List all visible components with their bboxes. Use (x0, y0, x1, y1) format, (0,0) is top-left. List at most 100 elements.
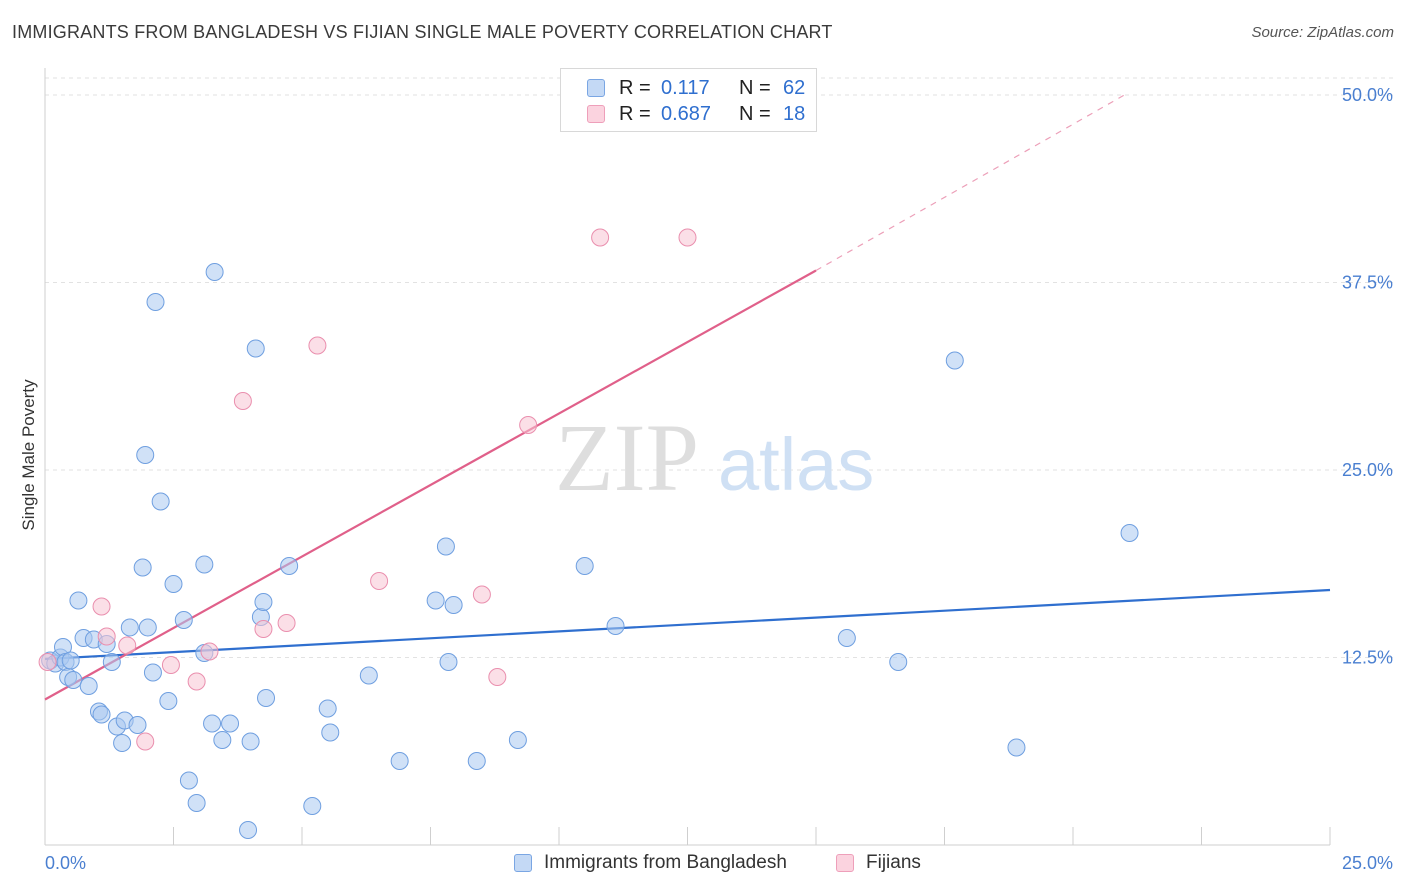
point-bangladesh (321, 723, 340, 742)
point-bangladesh (221, 714, 240, 733)
legend-n-label: N = (739, 76, 771, 99)
point-bangladesh (120, 618, 139, 637)
point-fijians (92, 597, 111, 616)
point-bangladesh (138, 618, 157, 637)
point-fijians (136, 732, 155, 751)
point-bangladesh (61, 651, 80, 670)
legend-row-bangladesh: R = 0.117 N = 62 (587, 75, 805, 101)
chart-title: IMMIGRANTS FROM BANGLADESH VS FIJIAN SIN… (12, 22, 833, 42)
legend-swatch-fijians (587, 105, 605, 123)
tick-labels: 12.5% 25.0% 37.5% 50.0% 0.0% 25.0% (45, 85, 1393, 873)
point-bangladesh (444, 596, 463, 614)
point-fijians (38, 653, 57, 671)
point-fijians (118, 636, 137, 655)
point-bangladesh (1007, 738, 1026, 757)
point-fijians (472, 585, 491, 604)
source-label: Source: ZipAtlas.com (1251, 24, 1394, 41)
legend-n-value: 62 (783, 76, 806, 99)
point-bangladesh (575, 557, 594, 575)
point-bangladesh (128, 716, 147, 734)
legend-r-value: 0.117 (661, 76, 710, 99)
legend-swatch-fijians (836, 854, 854, 872)
legend-item-fijians: Fijians (836, 852, 921, 874)
point-bangladesh (179, 771, 198, 790)
point-fijians (161, 656, 180, 674)
point-bangladesh (102, 653, 121, 671)
point-bangladesh (439, 653, 458, 671)
point-bangladesh (318, 699, 337, 718)
point-fijians (519, 416, 538, 434)
point-bangladesh (436, 537, 455, 556)
point-bangladesh (254, 593, 273, 611)
y-tick-label: 25.0% (1342, 460, 1393, 480)
data-points (38, 228, 1139, 839)
point-bangladesh (203, 714, 222, 733)
point-fijians (370, 572, 389, 590)
point-fijians (97, 627, 116, 646)
legend-row-fijians: R = 0.687 N = 18 (587, 101, 805, 127)
trendline-bangladesh (44, 588, 1331, 661)
point-fijians (233, 392, 252, 410)
trendlines (44, 94, 1331, 701)
legend-swatch-bangladesh (587, 79, 605, 97)
point-bangladesh (69, 591, 88, 610)
point-bangladesh (133, 558, 152, 577)
point-bangladesh (359, 666, 378, 685)
point-bangladesh (143, 663, 162, 682)
point-bangladesh (146, 293, 165, 311)
point-bangladesh (241, 732, 260, 751)
point-fijians (678, 228, 697, 247)
legend-r-label: R = (619, 102, 651, 125)
point-bangladesh (92, 705, 111, 724)
point-bangladesh (426, 591, 445, 610)
point-bangladesh (239, 821, 258, 839)
point-bangladesh (246, 339, 265, 358)
legend-swatch-bangladesh (514, 854, 532, 872)
point-bangladesh (151, 492, 170, 511)
y-tick-label: 50.0% (1342, 85, 1393, 105)
point-fijians (187, 672, 206, 691)
point-bangladesh (174, 611, 193, 629)
point-bangladesh (945, 351, 964, 370)
point-bangladesh (606, 617, 625, 635)
point-bangladesh (467, 752, 486, 770)
watermark: ZIP atlas (555, 404, 874, 511)
legend-r-label: R = (619, 76, 651, 99)
point-fijians (488, 668, 507, 686)
legend-n-value: 18 (783, 102, 806, 125)
point-bangladesh (508, 731, 527, 749)
point-bangladesh (187, 794, 206, 812)
trendline-fijians (44, 269, 817, 701)
point-bangladesh (79, 677, 98, 695)
legend-label-fijians: Fijians (866, 852, 921, 873)
point-bangladesh (164, 575, 183, 593)
y-axis-label: Single Male Poverty (19, 379, 38, 531)
y-tick-label: 37.5% (1342, 273, 1393, 293)
legend-r-value: 0.687 (661, 102, 712, 125)
point-fijians (591, 228, 610, 247)
x-tick-label-max: 25.0% (1342, 853, 1393, 873)
point-bangladesh (159, 692, 178, 710)
point-bangladesh (136, 446, 155, 464)
point-bangladesh (889, 653, 908, 671)
point-fijians (277, 614, 296, 632)
point-bangladesh (213, 731, 232, 749)
point-bangladesh (195, 555, 214, 574)
watermark-zip: ZIP (555, 404, 699, 511)
y-tick-label: 12.5% (1342, 648, 1393, 668)
point-bangladesh (113, 734, 132, 752)
point-bangladesh (837, 629, 856, 647)
point-bangladesh (303, 797, 322, 815)
legend-n-label: N = (739, 102, 771, 125)
point-bangladesh (257, 689, 276, 707)
gridlines (45, 77, 1395, 658)
point-bangladesh (280, 557, 299, 575)
point-fijians (308, 336, 327, 355)
point-bangladesh (205, 263, 224, 281)
point-fijians (200, 642, 219, 661)
legend-label-bangladesh: Immigrants from Bangladesh (544, 852, 787, 873)
legend-item-bangladesh: Immigrants from Bangladesh (514, 852, 787, 874)
x-tick-label-min: 0.0% (45, 853, 86, 873)
point-bangladesh (390, 752, 409, 770)
